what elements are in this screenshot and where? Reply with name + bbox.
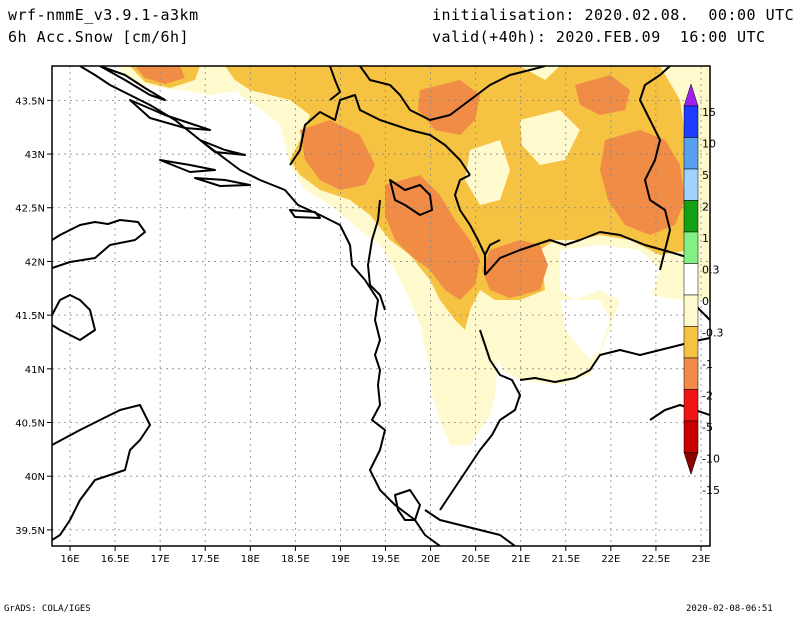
colorbar-bottom-arrow [683,452,699,476]
longitude-axis: 16E 16.5E 17E 17.5E 18E 18.5E 19E 19.5E 20E 20.5E… [61,546,711,565]
colorbar-label: -2 [702,390,713,403]
lon-tick-label: 22.5E [642,554,671,565]
lon-tick-label: 17.5E [191,554,220,565]
lat-tick-label: 40N [25,472,45,483]
colorbar-label: -1 [702,358,713,371]
colorbar-segment [683,420,699,453]
colorbar-segment [683,263,699,296]
colorbar-label: -15 [702,484,720,497]
variable-title: 6h Acc.Snow [cm/6h] [8,28,190,46]
plot-frame [51,65,711,547]
lon-tick-label: 21.5E [551,554,580,565]
lat-tick-label: 42.5N [15,204,45,215]
lat-tick-label: 39.5N [15,526,45,537]
colorbar-label: 1 [702,232,709,245]
colorbar-label: -10 [702,453,720,466]
lon-tick-label: 22E [601,554,620,565]
lat-tick-label: 43.5N [15,96,45,107]
lon-tick-label: 16.5E [101,554,130,565]
lat-tick-label: 41.5N [15,311,45,322]
lon-tick-label: 21E [511,554,530,565]
colorbar-segment [683,105,699,138]
lat-tick-label: 43N [25,150,45,161]
colorbar-label: -0.3 [702,327,723,340]
lon-tick-label: 18E [241,554,260,565]
lon-tick-label: 23E [691,554,710,565]
lon-tick-label: 19.5E [371,554,400,565]
lat-tick-label: 42N [25,257,45,268]
footer-timestamp: 2020-02-08-06:51 [686,604,773,614]
lon-tick-label: 20E [421,554,440,565]
colorbar-segment [683,168,699,201]
colorbar-segment [683,389,699,422]
graticule [52,66,710,546]
initialisation-time: initialisation: 2020.02.08. 00:00 UTC [432,6,795,24]
lon-tick-label: 17E [151,554,170,565]
colorbar-segment [683,294,699,327]
colorbar-segment [683,357,699,390]
colorbar-label: 2 [702,201,709,214]
footer-credit: GrADS: COLA/IGES [4,604,91,614]
valid-time: valid(+40h): 2020.FEB.09 16:00 UTC [432,28,766,46]
latitude-axis: 43.5N 43N 42.5N 42N 41.5N 41N 40.5N 40N 39.5N [15,96,52,537]
lat-tick-label: 41N [25,365,45,376]
colorbar-segment [683,326,699,359]
lon-tick-label: 18.5E [281,554,310,565]
colorbar-label: 0 [702,295,709,308]
lon-tick-label: 20.5E [461,554,490,565]
model-title: wrf-nmmE_v3.9.1-a3km [8,6,199,24]
colorbar-label: 10 [702,138,716,151]
lon-tick-label: 19E [331,554,350,565]
colorbar-segment [683,137,699,170]
coastlines-borders [52,66,710,546]
colorbar-label: -5 [702,421,713,434]
snow-field [52,66,710,546]
colorbar: 15 10 5 2 1 0.3 0 -0.3 -1 -2 -5 -10 -15 [683,83,723,497]
colorbar-label: 0.3 [702,264,720,277]
colorbar-segment [683,231,699,264]
colorbar-label: 15 [702,106,716,119]
lat-tick-label: 40.5N [15,419,45,430]
colorbar-label: 5 [702,169,709,182]
colorbar-segment [683,200,699,233]
lon-tick-label: 16E [61,554,80,565]
